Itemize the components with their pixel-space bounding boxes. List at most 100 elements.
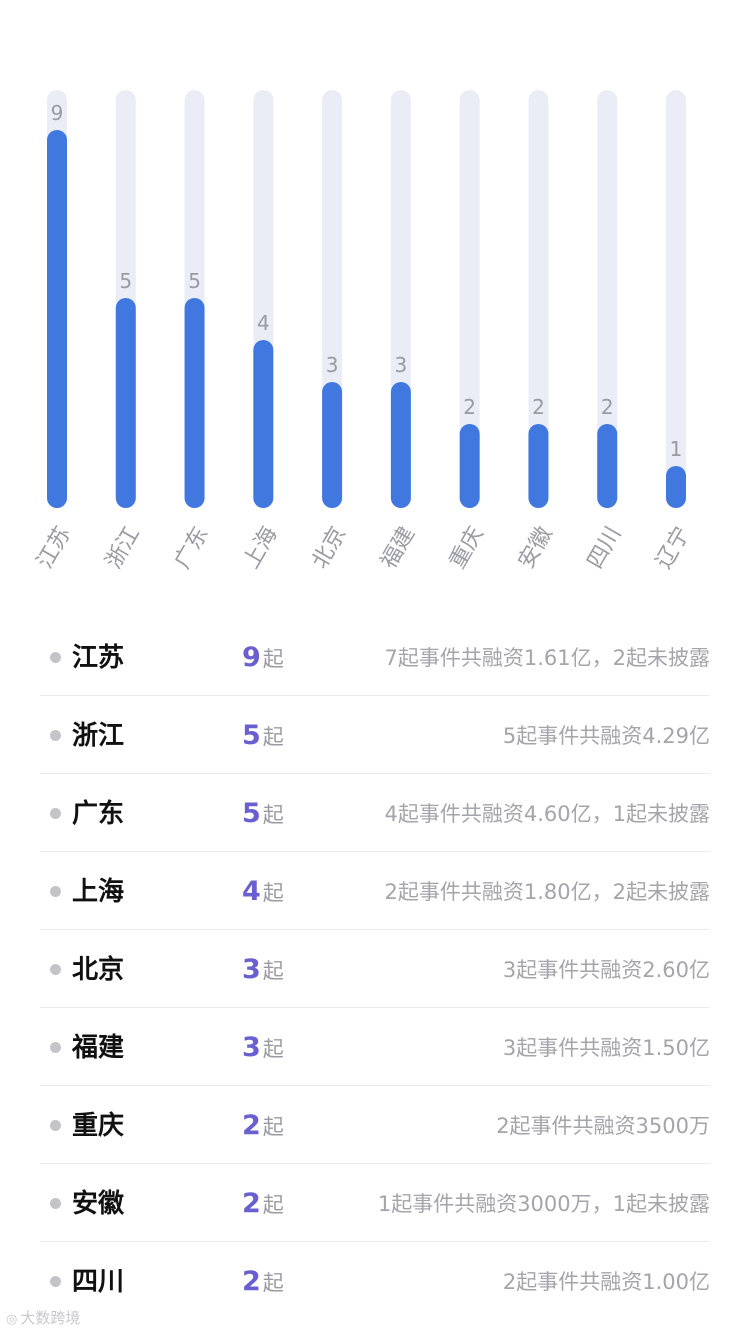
list-item: 安徽 2起 1起事件共融资3000万，1起未披露 bbox=[40, 1164, 710, 1242]
count-value: 9 bbox=[242, 642, 261, 673]
category-tick-label: 福建 bbox=[376, 523, 420, 574]
count-unit: 起 bbox=[262, 647, 284, 671]
data-label: 2 bbox=[601, 395, 614, 419]
event-count: 3起 bbox=[242, 950, 284, 993]
funding-detail: 5起事件共融资4.29亿 bbox=[502, 724, 710, 748]
bullet-dot bbox=[50, 1042, 61, 1053]
category-tick-label: 四川 bbox=[583, 523, 627, 574]
category-tick-label: 江苏 bbox=[33, 523, 77, 574]
count-value: 3 bbox=[242, 954, 261, 985]
funding-detail: 2起事件共融资1.00亿 bbox=[502, 1270, 710, 1294]
data-label: 2 bbox=[532, 395, 545, 419]
bar bbox=[459, 424, 480, 508]
bullet-dot bbox=[50, 652, 61, 663]
bar bbox=[322, 382, 343, 508]
list-item: 江苏 9起 7起事件共融资1.61亿，2起未披露 bbox=[40, 618, 710, 696]
data-label: 2 bbox=[463, 395, 476, 419]
category-tick-label: 浙江 bbox=[101, 523, 145, 574]
bar bbox=[597, 424, 618, 508]
count-value: 2 bbox=[242, 1188, 261, 1219]
funding-detail: 4起事件共融资4.60亿，1起未披露 bbox=[384, 802, 710, 826]
event-count: 4起 bbox=[242, 872, 284, 915]
watermark-text: 大数跨境 bbox=[20, 1309, 81, 1327]
data-label: 5 bbox=[119, 269, 132, 293]
bullet-dot bbox=[50, 1198, 61, 1209]
bullet-dot bbox=[50, 964, 61, 975]
region-name: 安徽 bbox=[72, 1189, 125, 1219]
bar bbox=[528, 424, 549, 508]
category-tick-label: 重庆 bbox=[445, 523, 489, 574]
region-list: 江苏 9起 7起事件共融资1.61亿，2起未披露 浙江 5起 5起事件共融资4.… bbox=[40, 618, 710, 1320]
event-count: 3起 bbox=[242, 1028, 284, 1071]
count-unit: 起 bbox=[262, 803, 284, 827]
bullet-dot bbox=[50, 1276, 61, 1287]
count-value: 2 bbox=[242, 1266, 261, 1297]
bar bbox=[666, 466, 686, 508]
count-unit: 起 bbox=[262, 1193, 284, 1217]
category-tick-label: 北京 bbox=[308, 523, 352, 574]
count-unit: 起 bbox=[262, 959, 284, 983]
list-item: 上海 4起 2起事件共融资1.80亿，2起未披露 bbox=[40, 852, 710, 930]
category-tick-label: 上海 bbox=[239, 523, 283, 574]
funding-detail: 3起事件共融资1.50亿 bbox=[502, 1036, 710, 1060]
region-name: 广东 bbox=[72, 799, 125, 829]
data-label: 4 bbox=[257, 311, 270, 335]
event-count: 9起 bbox=[242, 638, 284, 681]
bullet-dot bbox=[50, 730, 61, 741]
watermark: ◎ 大数跨境 bbox=[6, 1307, 80, 1328]
bar-track bbox=[459, 90, 480, 508]
count-value: 3 bbox=[242, 1032, 261, 1063]
bar bbox=[253, 340, 274, 508]
region-name: 福建 bbox=[72, 1033, 125, 1063]
count-unit: 起 bbox=[262, 1115, 284, 1139]
bullet-dot bbox=[50, 808, 61, 819]
region-name: 重庆 bbox=[72, 1111, 125, 1141]
data-label: 1 bbox=[670, 437, 683, 461]
region-name: 江苏 bbox=[72, 643, 125, 673]
count-value: 5 bbox=[242, 798, 261, 829]
data-label: 3 bbox=[395, 353, 408, 377]
list-item: 重庆 2起 2起事件共融资3500万 bbox=[40, 1086, 710, 1164]
count-unit: 起 bbox=[262, 725, 284, 749]
funding-detail: 3起事件共融资2.60亿 bbox=[502, 958, 710, 982]
funding-detail: 1起事件共融资3000万，1起未披露 bbox=[377, 1192, 710, 1216]
list-item: 四川 2起 2起事件共融资1.00亿 bbox=[40, 1242, 710, 1320]
list-item: 广东 5起 4起事件共融资4.60亿，1起未披露 bbox=[40, 774, 710, 852]
region-name: 北京 bbox=[72, 955, 125, 985]
event-count: 5起 bbox=[242, 794, 284, 837]
event-count: 2起 bbox=[242, 1184, 284, 1227]
bar bbox=[390, 382, 411, 508]
count-value: 2 bbox=[242, 1110, 261, 1141]
count-unit: 起 bbox=[262, 1271, 284, 1295]
bar-track bbox=[666, 90, 686, 508]
region-name: 四川 bbox=[72, 1267, 125, 1297]
event-count: 5起 bbox=[242, 716, 284, 759]
count-value: 5 bbox=[242, 720, 261, 751]
bar-track bbox=[528, 90, 549, 508]
bar-chart: 9 江苏 5 浙江 5 广东 4 上海 3 北京 3 福建 2 重庆 2 安徽 2 四川 1 辽宁 bbox=[33, 90, 696, 574]
list-item: 浙江 5起 5起事件共融资4.29亿 bbox=[40, 696, 710, 774]
funding-detail: 2起事件共融资3500万 bbox=[496, 1114, 710, 1138]
count-value: 4 bbox=[242, 876, 261, 907]
event-count: 2起 bbox=[242, 1106, 284, 1149]
region-name: 浙江 bbox=[72, 721, 125, 751]
data-label: 9 bbox=[51, 101, 64, 125]
bullet-dot bbox=[50, 1120, 61, 1131]
bar bbox=[115, 298, 136, 508]
count-unit: 起 bbox=[262, 1037, 284, 1061]
list-item: 福建 3起 3起事件共融资1.50亿 bbox=[40, 1008, 710, 1086]
bar bbox=[47, 130, 67, 508]
bar bbox=[184, 298, 205, 508]
category-tick-label: 安徽 bbox=[514, 523, 558, 574]
bar-track bbox=[597, 90, 618, 508]
region-name: 上海 bbox=[72, 877, 125, 907]
bullet-dot bbox=[50, 886, 61, 897]
list-item: 北京 3起 3起事件共融资2.60亿 bbox=[40, 930, 710, 1008]
event-count: 2起 bbox=[242, 1262, 284, 1305]
data-label: 5 bbox=[188, 269, 201, 293]
category-tick-label: 辽宁 bbox=[652, 523, 696, 574]
funding-detail: 2起事件共融资1.80亿，2起未披露 bbox=[384, 880, 710, 904]
count-unit: 起 bbox=[262, 881, 284, 905]
watermark-logo-icon: ◎ bbox=[6, 1312, 18, 1327]
data-label: 3 bbox=[326, 353, 339, 377]
